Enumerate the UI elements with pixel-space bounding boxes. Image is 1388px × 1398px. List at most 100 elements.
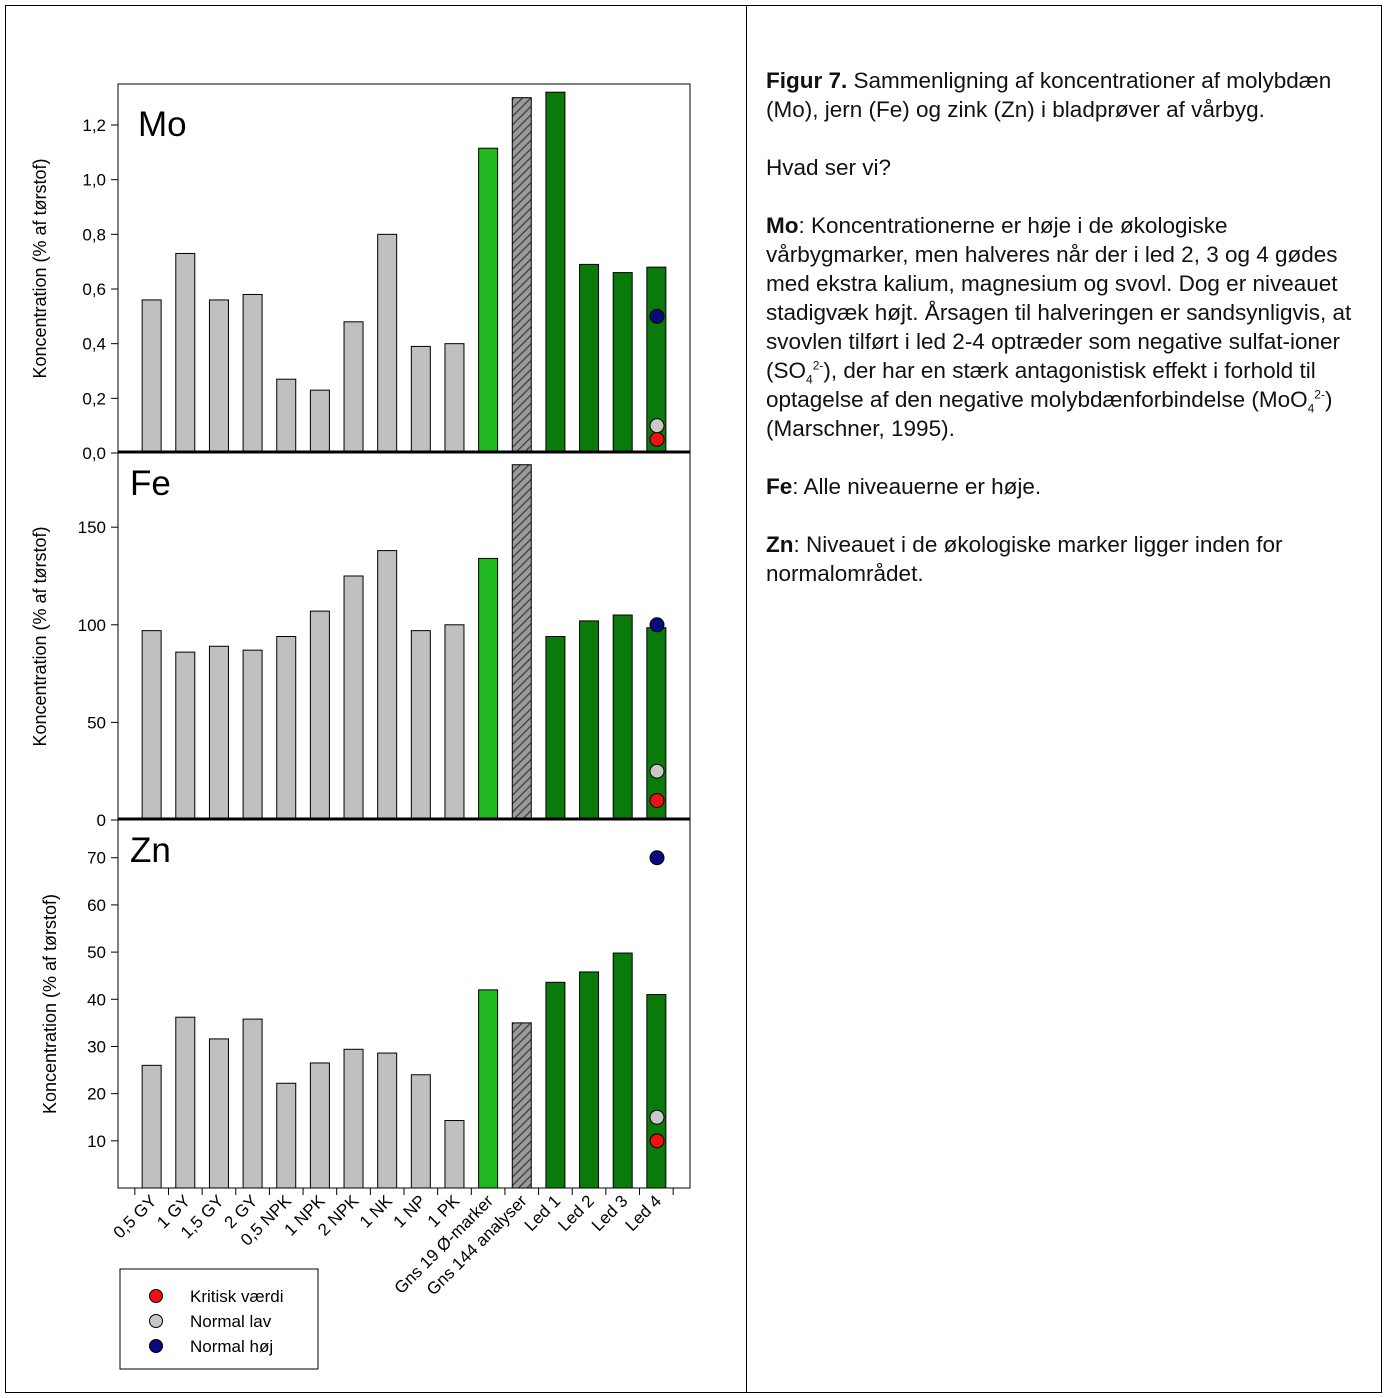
panel-frame-fe: [117, 452, 691, 821]
mo-text-2: ), der har en stærk antagonistisk effekt…: [766, 358, 1316, 412]
ytick-label-zn-3: 40: [87, 990, 106, 1009]
fe-paragraph: Fe: Alle niveauerne er høje.: [766, 472, 1371, 501]
bar-zn-10: [478, 989, 499, 1189]
bar-fe-5: [309, 610, 330, 821]
bar-zn-2: [208, 1038, 229, 1189]
ytick-label-zn-5: 60: [87, 896, 106, 915]
bar-mo-2: [208, 299, 229, 454]
zn-paragraph: Zn: Niveauet i de økologiske marker ligg…: [766, 530, 1371, 588]
bar-fe-9: [444, 624, 465, 821]
xtick-label-7: 1 NK: [356, 1191, 397, 1232]
reference-normal_lav-fe: [649, 763, 665, 779]
bar-zn-15: [646, 994, 667, 1189]
mo-label: Mo: [766, 213, 799, 238]
reference-kritisk-mo: [649, 431, 665, 447]
bar-fe-11: [511, 464, 532, 821]
bar-zn-8: [410, 1074, 431, 1189]
reference-normal_lav-mo: [649, 418, 665, 434]
xtick-label-14: Led 3: [588, 1191, 632, 1235]
bar-zn-1: [175, 1016, 196, 1189]
ytick-label-mo-3: 0,6: [82, 280, 106, 299]
ytick-label-zn-4: 50: [87, 943, 106, 962]
mo-text-1: : Koncentrationerne er høje i de økologi…: [766, 213, 1352, 383]
panel-title-fe: Fe: [130, 464, 171, 503]
bar-mo-6: [343, 321, 364, 454]
fe-label: Fe: [766, 474, 793, 499]
bar-fe-13: [579, 620, 600, 821]
legend-label-1: Normal lav: [190, 1312, 272, 1331]
ytick-label-zn-2: 30: [87, 1037, 106, 1056]
ylabel-zn: Koncentration (% af tørstof): [40, 894, 60, 1114]
ytick-label-mo-4: 0,8: [82, 225, 106, 244]
bar-mo-1: [175, 252, 196, 454]
bar-zn-9: [444, 1120, 465, 1189]
bar-mo-3: [242, 293, 263, 454]
ytick-label-mo-2: 0,4: [82, 335, 106, 354]
caption-label: Figur 7.: [766, 68, 848, 93]
reference-kritisk-fe: [649, 792, 665, 808]
bar-zn-5: [309, 1062, 330, 1189]
chart: 0,0 0,2 0,4 0,6 0,8 1,0 1,2 Mo Koncentration (% …: [30, 83, 691, 1370]
ytick-label-mo-6: 1,2: [82, 116, 106, 135]
bar-zn-12: [545, 981, 566, 1189]
ytick-label-fe-1: 50: [87, 713, 106, 732]
mo-sub-2: 4: [1307, 401, 1315, 416]
bar-fe-1: [175, 651, 196, 821]
text-panel: Figur 7. Sammenligning af koncentratione…: [766, 66, 1371, 617]
figure-caption: Figur 7. Sammenligning af koncentratione…: [766, 66, 1371, 124]
bar-mo-0: [141, 299, 162, 454]
ytick-label-fe-2: 100: [78, 616, 106, 635]
reference-normal_lav-zn: [649, 1109, 665, 1125]
bar-zn-6: [343, 1048, 364, 1189]
panel-title-zn: Zn: [130, 831, 171, 870]
ytick-label-mo-0: 0,0: [82, 444, 106, 463]
bar-fe-3: [242, 649, 263, 821]
bar-zn-13: [579, 971, 600, 1189]
bar-zn-7: [377, 1052, 398, 1189]
caption-text: Sammenligning af koncentrationer af moly…: [766, 68, 1332, 122]
bar-mo-13: [579, 263, 600, 454]
bar-mo-11: [511, 97, 532, 454]
bar-fe-8: [410, 630, 431, 821]
legend-label-0: Kritisk værdi: [190, 1287, 284, 1306]
zn-label: Zn: [766, 532, 794, 557]
bar-zn-3: [242, 1018, 263, 1189]
legend-marker-0: [149, 1289, 163, 1303]
bar-zn-4: [276, 1082, 297, 1189]
bar-zn-11: [511, 1022, 532, 1189]
reference-kritisk-zn: [649, 1133, 665, 1149]
ytick-label-fe-3: 150: [78, 518, 106, 537]
ytick-label-fe-0: 0: [97, 811, 106, 830]
bar-mo-9: [444, 343, 465, 454]
bar-mo-10: [478, 147, 499, 454]
mo-sub-1: 4: [806, 372, 813, 387]
xtick-label-8: 1 NP: [389, 1191, 429, 1231]
bar-fe-2: [208, 645, 229, 821]
legend-label-2: Normal høj: [190, 1337, 273, 1356]
fe-text: : Alle niveauerne er høje.: [792, 474, 1042, 499]
zn-text: : Niveauet i de økologiske marker ligger…: [766, 532, 1283, 586]
mo-paragraph: Mo: Koncentrationerne er høje i de økolo…: [766, 211, 1371, 443]
panel-frame-zn: [117, 819, 691, 1189]
mo-text-3: ) (Marschner, 1995).: [766, 387, 1333, 441]
figure-frame: [5, 5, 1382, 1393]
bar-fe-7: [377, 550, 398, 821]
ytick-label-zn-6: 70: [87, 849, 106, 868]
bar-mo-7: [377, 233, 398, 454]
mo-sup-2: 2-: [1314, 387, 1325, 402]
panel-frame-mo: [117, 83, 691, 454]
ylabel-fe: Koncentration (% af tørstof): [30, 526, 50, 746]
ytick-label-zn-1: 20: [87, 1085, 106, 1104]
bar-mo-14: [612, 272, 633, 454]
reference-normal_hoj-zn: [649, 850, 665, 866]
bar-fe-0: [141, 630, 162, 821]
bar-fe-6: [343, 575, 364, 821]
column-divider: [746, 5, 747, 1393]
xtick-label-12: Led 1: [521, 1191, 565, 1235]
panel-title-mo: Mo: [138, 105, 187, 144]
bar-fe-10: [478, 557, 499, 821]
bar-fe-15: [646, 627, 667, 821]
ytick-label-mo-1: 0,2: [82, 389, 106, 408]
bar-mo-12: [545, 91, 566, 454]
ytick-label-mo-5: 1,0: [82, 171, 106, 190]
